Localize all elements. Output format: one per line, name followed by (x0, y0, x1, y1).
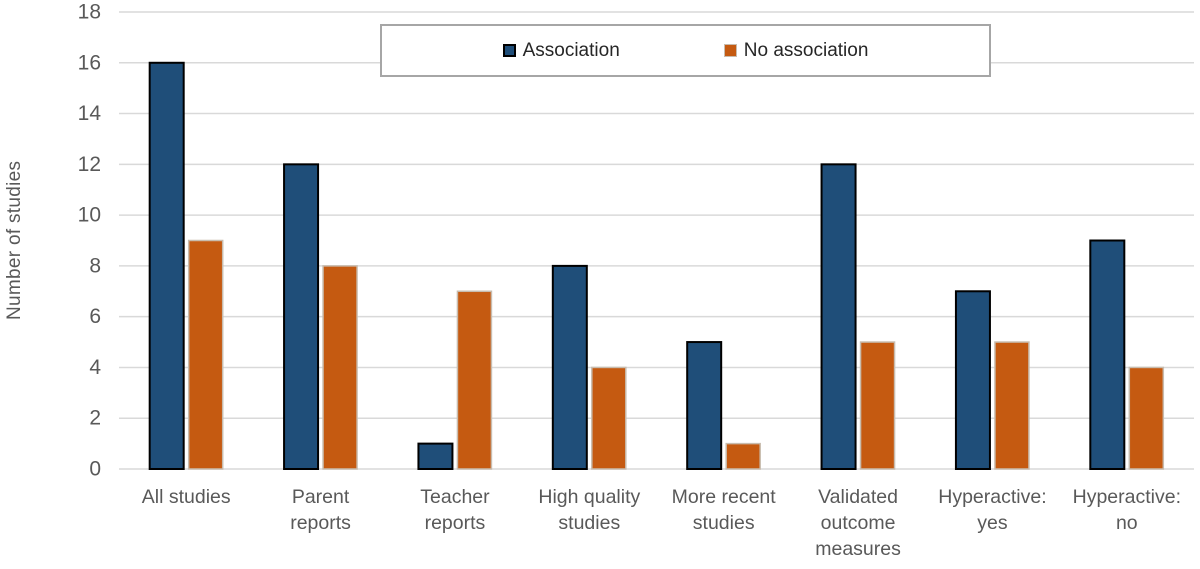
bar-association (148, 61, 185, 471)
y-tick-label: 6 (89, 305, 101, 328)
association-swatch-icon (502, 44, 516, 57)
x-category-label: High quality studies (538, 486, 640, 534)
bar-association (551, 264, 588, 470)
bar-association (1089, 239, 1126, 470)
x-category-label: Hyperactive: yes (938, 486, 1046, 534)
legend: Association No association (380, 24, 991, 77)
bar-no-association (591, 366, 627, 470)
y-tick-label: 16 (78, 51, 101, 74)
bar-no-association (187, 239, 224, 470)
y-tick-label: 8 (89, 254, 101, 277)
y-tick-label: 0 (89, 458, 101, 481)
no-association-swatch-icon (723, 44, 737, 57)
x-category-label: Validated outcome measures (815, 486, 901, 560)
y-axis-title: Number of studies (4, 160, 25, 320)
bar-no-association (994, 341, 1030, 470)
bar-no-association (322, 265, 358, 470)
legend-label-association: Association (522, 39, 620, 61)
x-category-label: Parent reports (290, 486, 351, 534)
bar-no-association (456, 290, 493, 470)
y-tick-label: 14 (78, 102, 102, 125)
bar-association (417, 442, 454, 471)
x-category-label: Hyperactive: no (1073, 486, 1181, 534)
y-tick-label: 10 (78, 204, 101, 227)
bar-association (954, 290, 991, 470)
legend-item-no-association: No association (723, 39, 869, 62)
bar-association (283, 163, 320, 470)
y-tick-label: 4 (89, 356, 101, 379)
legend-label-no-association: No association (743, 39, 869, 61)
y-tick-label: 12 (78, 153, 101, 176)
y-tick-label: 18 (78, 1, 101, 24)
legend-item-association: Association (502, 39, 620, 62)
x-category-label: Teacher reports (420, 486, 490, 534)
bar-no-association (859, 341, 896, 470)
x-category-label: All studies (142, 486, 231, 508)
bar-association (820, 163, 857, 470)
x-category-label: More recent studies (672, 486, 777, 534)
bar-no-association (725, 442, 761, 470)
bar-association (686, 341, 723, 470)
y-tick-label: 2 (89, 407, 101, 430)
bar-no-association (1128, 366, 1165, 470)
